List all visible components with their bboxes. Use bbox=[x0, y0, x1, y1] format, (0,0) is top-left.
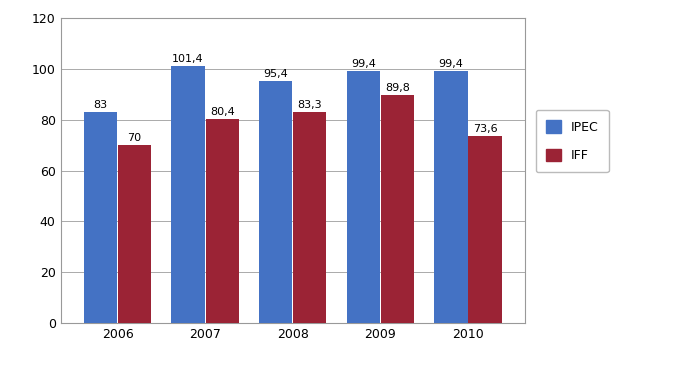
Text: 83,3: 83,3 bbox=[297, 100, 322, 110]
Text: 89,8: 89,8 bbox=[385, 83, 410, 93]
Bar bbox=[293, 112, 326, 323]
Bar bbox=[205, 119, 239, 323]
Bar bbox=[118, 145, 151, 323]
Text: 70: 70 bbox=[128, 134, 142, 143]
Text: 95,4: 95,4 bbox=[263, 69, 288, 79]
Bar bbox=[347, 70, 380, 323]
Bar bbox=[434, 70, 468, 323]
Text: 99,4: 99,4 bbox=[351, 59, 376, 69]
Text: 83: 83 bbox=[94, 101, 108, 110]
Bar bbox=[172, 66, 205, 323]
Bar bbox=[259, 81, 292, 323]
Text: 99,4: 99,4 bbox=[439, 59, 463, 69]
Text: 80,4: 80,4 bbox=[210, 107, 235, 117]
Legend: IPEC, IFF: IPEC, IFF bbox=[536, 110, 608, 172]
Bar bbox=[468, 136, 502, 323]
Bar bbox=[83, 112, 117, 323]
Text: 101,4: 101,4 bbox=[172, 54, 204, 64]
Text: 73,6: 73,6 bbox=[472, 124, 497, 134]
Bar bbox=[381, 95, 414, 323]
